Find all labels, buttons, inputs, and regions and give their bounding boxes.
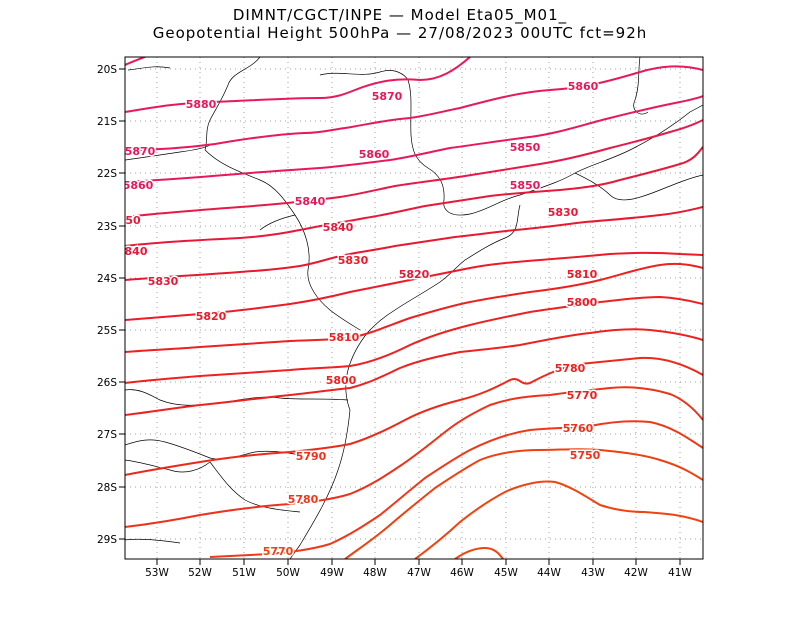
contour-label: 5830 [548, 206, 579, 219]
contour-label: 5850 [510, 141, 541, 154]
lon-label: 44W [537, 567, 561, 579]
contour-label: 5840 [323, 221, 354, 234]
contour-label: 5830 [148, 275, 179, 288]
contour-label: 5800 [326, 374, 357, 387]
contour-label: 5820 [196, 310, 227, 323]
contour-label: 5850 [510, 179, 541, 192]
contour-label: 5770 [567, 389, 598, 402]
contour-label: 5820 [399, 268, 430, 281]
contour-label: 5860 [123, 179, 154, 192]
lat-label: 25S [97, 325, 117, 337]
plot-frame [124, 56, 704, 560]
lon-label: 46W [450, 567, 474, 579]
contour-label: 5810 [567, 268, 598, 281]
lon-label: 53W [145, 567, 169, 579]
lat-label: 22S [97, 168, 117, 180]
lon-label: 50W [276, 567, 300, 579]
lon-label: 47W [407, 567, 431, 579]
grid-lines [125, 57, 703, 559]
contour-label: 5780 [288, 493, 319, 506]
contour-label: 5800 [567, 296, 598, 309]
lat-label: 23S [97, 221, 117, 233]
contour-label: 5750 [570, 449, 601, 462]
lat-label: 24S [97, 273, 117, 285]
lon-label: 51W [232, 567, 256, 579]
map-title-line2: Geopotential Height 500hPa — 27/08/2023 … [152, 24, 648, 42]
contour-label: 5870 [372, 90, 403, 103]
lon-label: 49W [320, 567, 344, 579]
contour-label: 5830 [338, 254, 369, 267]
lon-label: 48W [363, 567, 387, 579]
contour-label: 5790 [296, 450, 327, 463]
contour-labels: 5880 5870 5860 5870 5860 5850 5860 5840 5850 5830… [123, 79, 602, 560]
contour-label: 840 [125, 245, 148, 258]
lon-label: 45W [494, 567, 518, 579]
contour-label: 5870 [125, 145, 156, 158]
contour-label: 5760 [563, 422, 594, 435]
lat-label: 20S [97, 64, 117, 76]
contour-label: 5840 [295, 195, 326, 208]
lat-label: 21S [97, 116, 117, 128]
lat-label: 28S [97, 482, 117, 494]
lat-label: 29S [97, 534, 117, 546]
lon-label: 43W [581, 567, 605, 579]
contour-label: 50 [125, 214, 141, 227]
coastline-borders [125, 57, 703, 559]
axis-ticks [119, 68, 681, 565]
contour-label: 5810 [329, 331, 360, 344]
lon-label: 41W [668, 567, 692, 579]
lat-label: 26S [97, 377, 117, 389]
contour-label: 5860 [568, 80, 599, 93]
contour-label: 5780 [555, 362, 586, 375]
map-title-line1: DIMNT/CGCT/INPE — Model Eta05_M01_ [232, 6, 568, 24]
longitude-labels: 53W 52W 51W 50W 49W 48W 47W 46W 45W 44W 43W 42W 41W [145, 567, 692, 579]
geopotential-contours [125, 57, 703, 559]
contour-label: 5770 [263, 545, 294, 558]
lon-label: 52W [188, 567, 212, 579]
lon-label: 42W [624, 567, 648, 579]
lat-label: 27S [97, 429, 117, 441]
latitude-labels: 20S 21S 22S 23S 24S 25S 26S 27S 28S 29S [97, 64, 117, 546]
contour-label: 5860 [359, 148, 390, 161]
contour-label: 5880 [186, 98, 217, 111]
